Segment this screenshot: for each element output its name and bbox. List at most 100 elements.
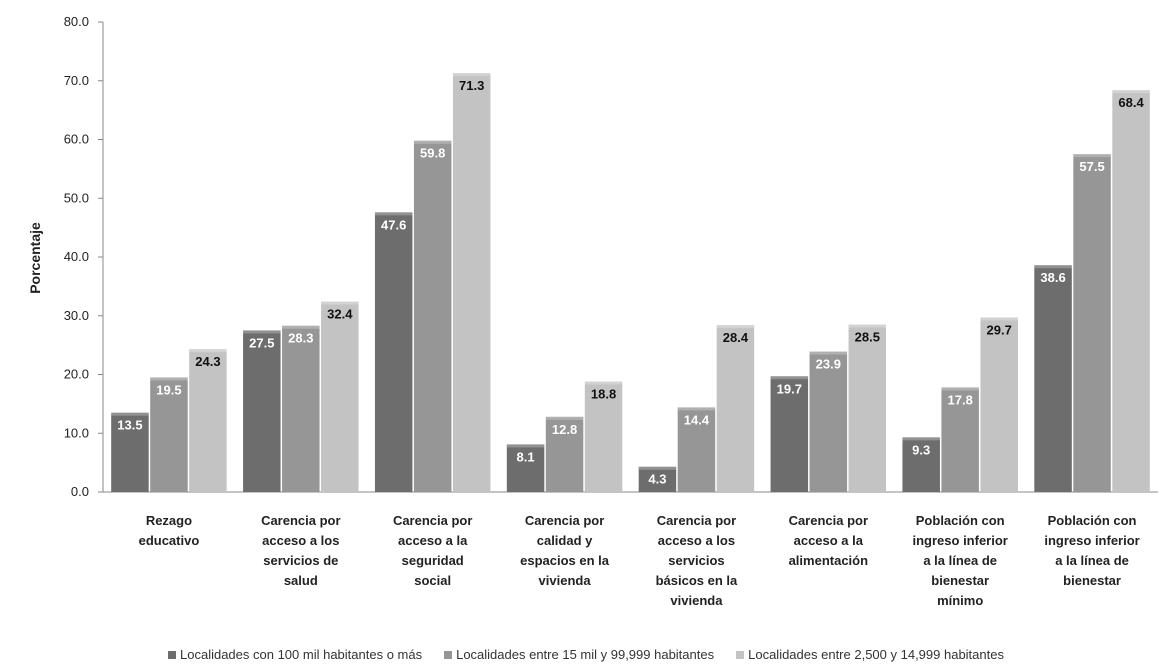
bar-top-highlight bbox=[506, 444, 545, 448]
data-label: 29.7 bbox=[987, 323, 1012, 338]
x-axis-categories: Rezago educativo Carencia por acceso a los s… bbox=[139, 513, 1140, 608]
bar-top-highlight bbox=[545, 416, 584, 420]
y-axis-label: Porcentaje bbox=[27, 222, 43, 294]
legend-label: Localidades con 100 mil habitantes o más bbox=[180, 647, 423, 662]
bar bbox=[243, 330, 281, 492]
bar bbox=[1112, 90, 1150, 493]
bar bbox=[545, 416, 584, 492]
bar bbox=[848, 324, 887, 492]
bar bbox=[1073, 154, 1111, 492]
data-label: 28.4 bbox=[723, 330, 749, 345]
x-category-label: calidad y bbox=[537, 533, 593, 548]
x-category-label: Rezago bbox=[146, 513, 192, 528]
legend-label: Localidades entre 2,500 y 14,999 habitan… bbox=[748, 647, 1004, 662]
data-label: 32.4 bbox=[327, 307, 353, 322]
bar bbox=[282, 325, 320, 492]
y-axis: 0.0 10.0 20.0 30.0 40.0 50.0 60.0 70.0 80.0 bbox=[64, 14, 1158, 499]
data-label: 38.6 bbox=[1040, 270, 1065, 285]
bar bbox=[809, 351, 848, 492]
bar bbox=[1034, 265, 1072, 492]
x-category-label: bienestar bbox=[1063, 573, 1121, 588]
x-category-label: ingreso inferior bbox=[913, 533, 1008, 548]
bar-top-highlight bbox=[1034, 265, 1072, 269]
bar-top-highlight bbox=[1112, 90, 1150, 94]
legend-swatch bbox=[444, 650, 453, 659]
y-tick-label: 30.0 bbox=[64, 308, 89, 323]
legend: Localidades con 100 mil habitantes o más… bbox=[0, 647, 1172, 662]
x-category-label: a la línea de bbox=[923, 553, 997, 568]
bar bbox=[413, 140, 452, 493]
bar bbox=[374, 212, 413, 492]
legend-swatch bbox=[736, 650, 745, 659]
x-category-label: acceso a la bbox=[398, 533, 468, 548]
y-tick-label: 80.0 bbox=[64, 14, 89, 29]
bar-top-highlight bbox=[413, 140, 452, 144]
data-label: 17.8 bbox=[948, 392, 973, 407]
bar-top-highlight bbox=[282, 325, 320, 329]
x-category-label: vivienda bbox=[539, 573, 592, 588]
bar bbox=[638, 466, 677, 492]
bar-top-highlight bbox=[809, 351, 848, 355]
x-category-label: acceso a los bbox=[658, 533, 735, 548]
x-category-label: bienestar bbox=[931, 573, 989, 588]
bar-top-highlight bbox=[980, 317, 1018, 321]
x-category-label: social bbox=[414, 573, 451, 588]
bar-top-highlight bbox=[941, 387, 979, 391]
x-category-label: servicios bbox=[668, 553, 724, 568]
bar-top-highlight bbox=[452, 73, 491, 77]
legend-swatch bbox=[168, 650, 176, 659]
bar bbox=[902, 437, 940, 492]
bar bbox=[584, 381, 623, 492]
bar-top-highlight bbox=[1073, 154, 1111, 158]
data-label: 27.5 bbox=[249, 335, 274, 350]
y-tick-label: 50.0 bbox=[64, 190, 89, 205]
bar-top-highlight bbox=[150, 377, 188, 381]
x-category-label: acceso a los bbox=[262, 533, 339, 548]
data-label: 13.5 bbox=[117, 418, 142, 433]
bar bbox=[189, 349, 227, 492]
data-label: 47.6 bbox=[381, 217, 406, 232]
bar bbox=[452, 73, 491, 493]
x-category-label: básicos en la bbox=[656, 573, 738, 588]
bar bbox=[677, 407, 716, 492]
x-category-label: a la línea de bbox=[1055, 553, 1129, 568]
data-label: 28.3 bbox=[288, 331, 313, 346]
x-category-label: Población con bbox=[916, 513, 1005, 528]
x-category-label: salud bbox=[284, 573, 318, 588]
data-label: 19.5 bbox=[156, 382, 181, 397]
y-tick-label: 40.0 bbox=[64, 249, 89, 264]
legend-item: Localidades con 100 mil habitantes o más bbox=[168, 647, 422, 662]
bar-top-highlight bbox=[111, 412, 149, 416]
bars: 13.5 19.5 24.3 27.5 28.3 32.4 47.6 59.8 71.3 8.1 1… bbox=[111, 73, 1150, 493]
x-category-label: servicios de bbox=[263, 553, 338, 568]
bar-top-highlight bbox=[716, 325, 755, 329]
y-tick-label: 10.0 bbox=[64, 425, 89, 440]
data-label: 59.8 bbox=[420, 146, 445, 161]
data-label: 71.3 bbox=[459, 78, 484, 93]
legend-item: Localidades entre 15 mil y 99,999 habita… bbox=[444, 647, 714, 662]
x-category-label: vivienda bbox=[670, 593, 723, 608]
y-tick-label: 0.0 bbox=[71, 484, 89, 499]
x-category-label: Carencia por bbox=[525, 513, 604, 528]
data-label: 24.3 bbox=[195, 354, 220, 369]
bar bbox=[150, 377, 188, 492]
x-category-label: Población con bbox=[1048, 513, 1137, 528]
x-category-label: Carencia por bbox=[261, 513, 340, 528]
legend-label: Localidades entre 15 mil y 99,999 habita… bbox=[456, 647, 715, 662]
bar-top-highlight bbox=[374, 212, 413, 216]
bar bbox=[980, 317, 1018, 492]
y-tick-label: 70.0 bbox=[64, 73, 89, 88]
data-label: 28.5 bbox=[855, 330, 880, 345]
x-category-label: Carencia por bbox=[657, 513, 736, 528]
y-tick-label: 60.0 bbox=[64, 132, 89, 147]
x-category-label: alimentación bbox=[789, 553, 869, 568]
bar bbox=[941, 387, 979, 492]
bar-top-highlight bbox=[321, 301, 359, 305]
x-category-label: educativo bbox=[139, 533, 200, 548]
data-label: 18.8 bbox=[591, 387, 616, 402]
bar-top-highlight bbox=[848, 324, 887, 328]
legend-item: Localidades entre 2,500 y 14,999 habitan… bbox=[736, 647, 1004, 662]
x-category-label: ingreso inferior bbox=[1044, 533, 1139, 548]
data-label: 9.3 bbox=[912, 442, 930, 457]
bar bbox=[111, 412, 149, 492]
